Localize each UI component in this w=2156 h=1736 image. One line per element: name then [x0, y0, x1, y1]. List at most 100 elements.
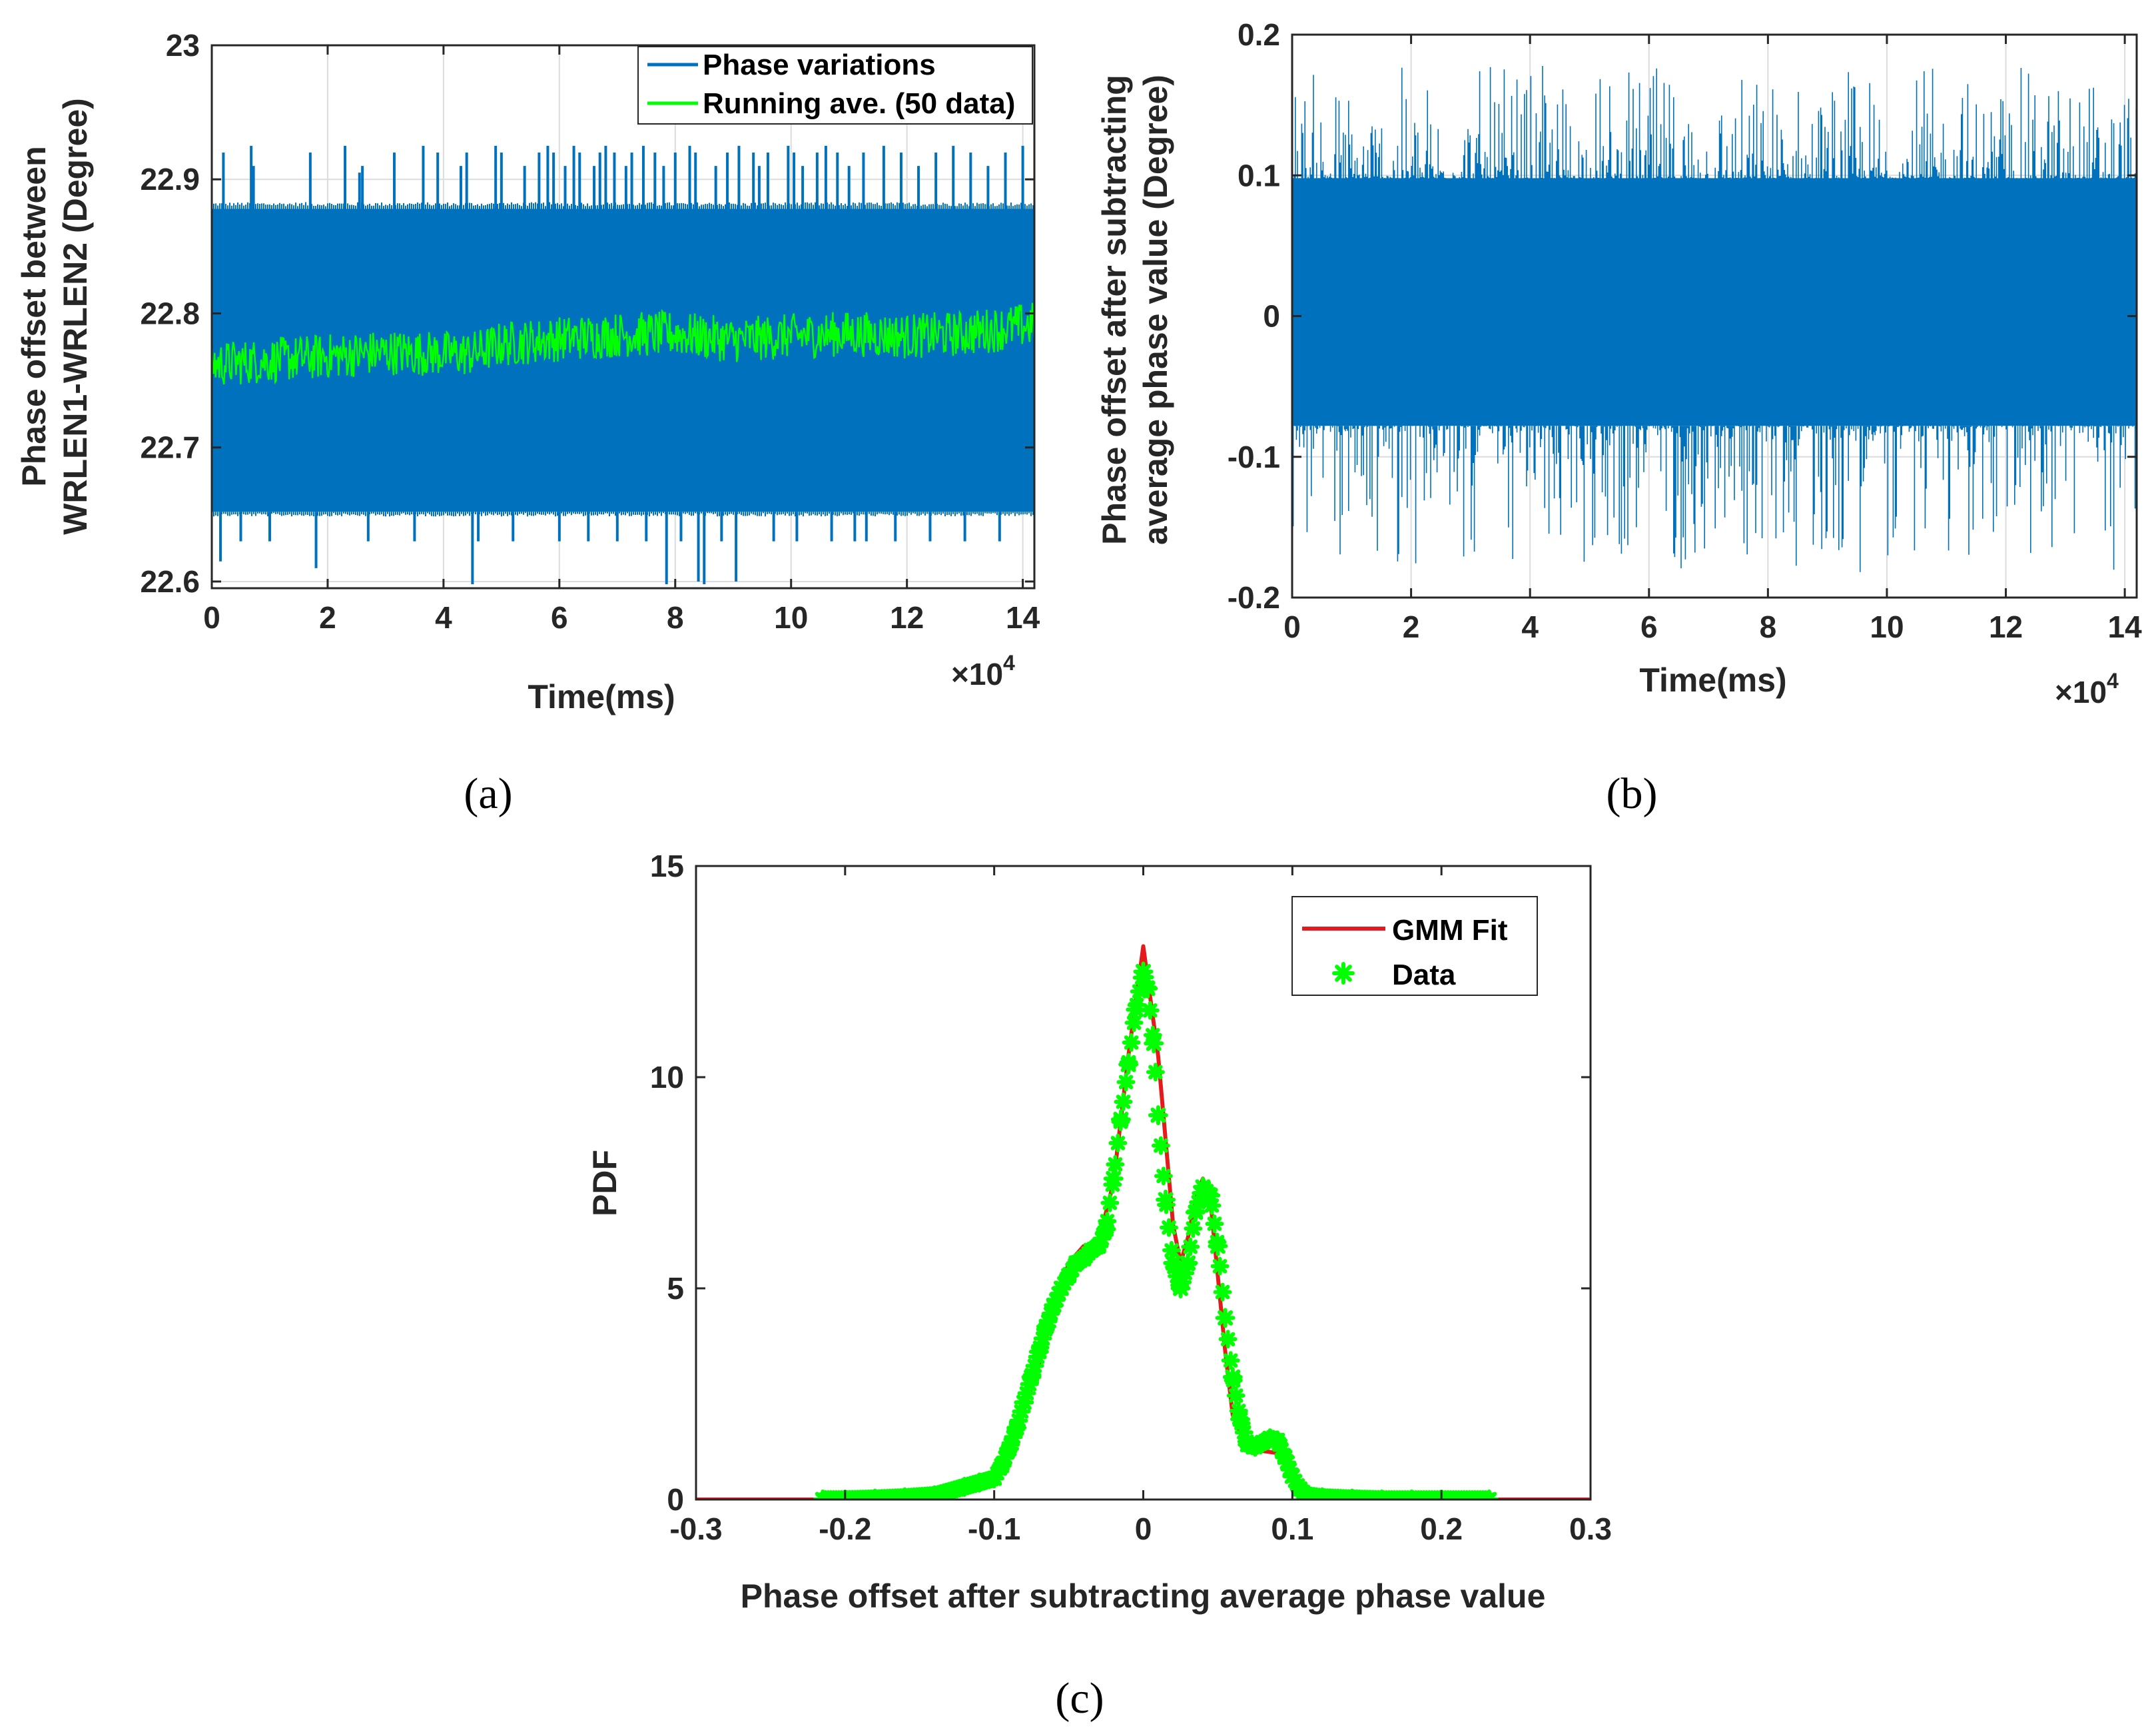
- data-marker: [1176, 1264, 1195, 1283]
- panel-c-y-ticks: 0 5 10 15: [650, 849, 1591, 1517]
- data-point: [1021, 1367, 1042, 1388]
- data-point: [1259, 1428, 1280, 1449]
- data-marker: [1277, 1453, 1297, 1472]
- x-tick-label: 2: [319, 600, 336, 635]
- data-marker: [1226, 1386, 1246, 1405]
- data-marker: [1049, 1284, 1068, 1304]
- panel-c-x-axis-label: Phase offset after subtracting average p…: [741, 1577, 1546, 1615]
- x-tick-label: -0.1: [968, 1512, 1020, 1546]
- panel-b-x-exponent: ×104: [2055, 669, 2119, 709]
- data-point: [1312, 1487, 1333, 1500]
- data-point: [1126, 999, 1146, 1020]
- data-point: [1148, 1105, 1168, 1126]
- data-point: [1193, 1176, 1213, 1197]
- panel-a-legend-box: [637, 46, 1033, 125]
- panel-b-y-axis-label-line1: Phase offset after subtracting: [1096, 75, 1133, 545]
- panel-b-data: [1292, 66, 2137, 572]
- data-point: [1066, 1253, 1086, 1273]
- data-point: [991, 1456, 1012, 1476]
- legend-swatch-data: [1332, 962, 1355, 985]
- x-tick-label: 0.1: [1271, 1512, 1313, 1546]
- data-point: [1215, 1308, 1236, 1328]
- data-marker: [1114, 1092, 1133, 1111]
- y-tick-label: -0.2: [1228, 580, 1280, 615]
- x-tick-label: 6: [551, 600, 568, 635]
- data-point: [1245, 1436, 1265, 1457]
- data-marker: [1124, 1013, 1144, 1033]
- data-marker: [1146, 1063, 1165, 1082]
- data-marker: [1046, 1290, 1066, 1310]
- data-point: [954, 1477, 974, 1497]
- x-tick-label: 14: [2108, 610, 2143, 644]
- data-point: [1178, 1253, 1198, 1273]
- x-tick-label: 14: [1006, 600, 1040, 635]
- data-marker: [1017, 1384, 1036, 1403]
- x-tick-label: 12: [1989, 610, 2023, 644]
- x-tick-label: 0.3: [1569, 1512, 1612, 1546]
- panel-b-caption: (b): [1607, 769, 1658, 818]
- panel-a-frame: [210, 44, 1036, 590]
- data-point: [1144, 1033, 1164, 1054]
- y-tick-label: 22.6: [140, 564, 200, 599]
- data-point: [1014, 1392, 1034, 1413]
- x-tick-label: 0: [1135, 1512, 1152, 1546]
- data-point: [1074, 1248, 1094, 1269]
- data-point: [1096, 1219, 1116, 1240]
- data-point: [1156, 1189, 1176, 1210]
- legend-label-running-ave: Running ave. (50 data): [703, 87, 1015, 120]
- data-marker: [1151, 1136, 1170, 1155]
- data-marker: [1205, 1214, 1224, 1234]
- data-marker: [1041, 1304, 1060, 1323]
- data-marker: [1202, 1196, 1222, 1215]
- data-marker: [1280, 1460, 1299, 1479]
- data-marker: [1122, 1033, 1141, 1052]
- data-marker: [1130, 982, 1149, 1001]
- phase-variations-band: [212, 209, 1034, 512]
- panel-a-y-ticks: 22.6 22.7 22.8 22.9 23: [140, 28, 1034, 599]
- legend-label-phase-variations: Phase variations: [703, 49, 936, 81]
- data-marker: [1033, 1329, 1052, 1348]
- data-point: [1222, 1367, 1243, 1388]
- data-point: [1118, 1055, 1139, 1075]
- y-tick-label: 22.7: [140, 430, 200, 465]
- data-marker: [1184, 1219, 1203, 1238]
- panel-b: 0 2 4 6 8 10 12 14 -0.2 -0.1 0 0.1 0.2 Time(ms) ×10…: [1096, 17, 2142, 818]
- data-point: [1036, 1316, 1056, 1337]
- data-point: [1081, 1240, 1102, 1260]
- data-point: [924, 1485, 945, 1500]
- x-tick-label: 0: [203, 600, 220, 635]
- panel-a-y-axis-label-line1: Phase offset between: [15, 146, 53, 486]
- data-point: [1133, 961, 1154, 982]
- x-tick-label: 4: [435, 600, 452, 635]
- legend-label-gmm-fit: GMM Fit: [1392, 914, 1508, 947]
- data-point: [1110, 1109, 1131, 1130]
- panel-a-x-exponent: ×104: [951, 651, 1015, 691]
- data-marker: [1020, 1374, 1039, 1394]
- x-tick-label: 6: [1640, 610, 1658, 644]
- panel-b-x-axis-label: Time(ms): [1639, 661, 1786, 699]
- data-point: [984, 1468, 1004, 1489]
- x-tick-label: 8: [1760, 610, 1777, 644]
- data-marker: [1210, 1256, 1230, 1276]
- data-point: [1200, 1185, 1221, 1206]
- panel-c-caption: (c): [1055, 1674, 1104, 1723]
- data-marker: [1234, 1423, 1254, 1442]
- y-tick-label: 22.8: [140, 296, 200, 330]
- y-tick-label: 10: [650, 1060, 684, 1094]
- data-marker: [1272, 1440, 1291, 1460]
- legend-data-marker: [1332, 962, 1355, 985]
- data-marker: [1092, 1229, 1112, 1248]
- data-point: [1163, 1253, 1184, 1273]
- running-average-line: [212, 302, 1034, 385]
- x-tick-label: 12: [890, 600, 924, 635]
- data-point: [1238, 1434, 1258, 1455]
- panel-a-legend: Phase variations Running ave. (50 data): [637, 46, 1033, 125]
- data-point: [1088, 1236, 1109, 1256]
- data-marker: [1218, 1330, 1238, 1349]
- data-point: [1058, 1266, 1079, 1286]
- y-tick-label: 0: [667, 1482, 684, 1517]
- data-point: [1006, 1418, 1027, 1438]
- data-marker: [1140, 1001, 1160, 1020]
- x-tick-label: 0.2: [1420, 1512, 1463, 1546]
